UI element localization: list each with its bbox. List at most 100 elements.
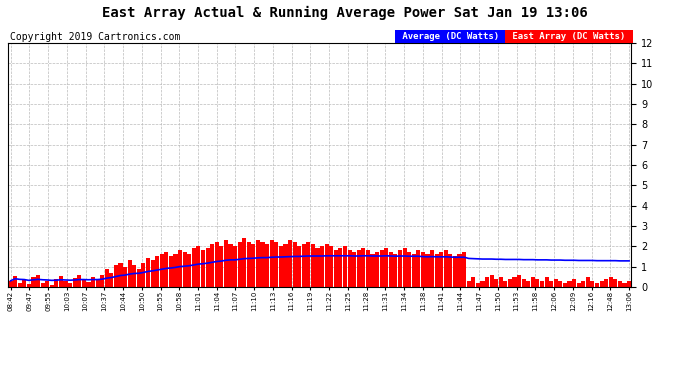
Bar [119,262,123,287]
Bar [476,283,480,287]
Bar [591,281,595,287]
Bar [187,254,191,287]
Bar [622,283,627,287]
Bar [242,238,246,287]
Bar [526,281,531,287]
Bar [490,274,493,287]
Bar [8,281,12,287]
Bar [444,251,448,287]
Bar [251,244,255,287]
Bar [407,252,411,287]
Bar [201,251,205,287]
Bar [288,240,292,287]
Bar [32,277,36,287]
Bar [448,254,453,287]
Bar [173,254,177,287]
Bar [329,246,333,287]
Bar [132,264,137,287]
Bar [567,281,571,287]
Bar [577,283,581,287]
Bar [63,281,68,287]
Bar [68,283,72,287]
Bar [293,242,297,287]
Bar [77,274,81,287]
Bar [324,244,328,287]
Bar [595,283,599,287]
Bar [604,279,608,287]
Bar [416,251,420,287]
Bar [297,246,302,287]
Bar [586,277,590,287]
Bar [430,251,434,287]
Bar [334,251,338,287]
Bar [178,251,182,287]
Bar [563,283,567,287]
Bar [146,258,150,287]
Bar [100,274,104,287]
Bar [150,261,155,287]
Bar [613,279,618,287]
Bar [499,277,503,287]
Bar [261,242,264,287]
Bar [233,246,237,287]
Bar [215,242,219,287]
Bar [618,281,622,287]
Text: East Array (DC Watts): East Array (DC Watts) [507,32,631,41]
Bar [485,277,489,287]
Bar [348,251,352,287]
Bar [572,279,576,287]
Bar [398,251,402,287]
Bar [237,242,242,287]
Bar [155,256,159,287]
Bar [609,277,613,287]
Bar [627,281,631,287]
Bar [164,252,168,287]
Bar [13,276,17,287]
Bar [192,248,196,287]
Bar [393,254,397,287]
Bar [384,248,388,287]
Bar [540,281,544,287]
Bar [371,254,375,287]
Bar [412,254,416,287]
Text: East Array Actual & Running Average Power Sat Jan 19 13:06: East Array Actual & Running Average Powe… [102,6,588,20]
Bar [284,244,288,287]
Bar [553,279,558,287]
Bar [59,276,63,287]
Bar [517,274,521,287]
Bar [508,279,512,287]
Bar [357,251,361,287]
Bar [141,262,146,287]
Bar [453,256,457,287]
Bar [247,242,251,287]
Bar [206,248,210,287]
Bar [362,248,366,287]
Bar [169,256,173,287]
Bar [95,279,99,287]
Bar [22,279,26,287]
Bar [380,251,384,287]
Bar [471,277,475,287]
Bar [18,283,22,287]
Bar [421,252,425,287]
Bar [535,279,540,287]
Bar [320,246,324,287]
Bar [45,281,49,287]
Bar [522,279,526,287]
Bar [128,261,132,287]
Bar [581,281,585,287]
Bar [210,244,214,287]
Bar [544,277,549,287]
Bar [265,244,269,287]
Bar [494,279,498,287]
Bar [302,244,306,287]
Bar [256,240,260,287]
Bar [197,246,201,287]
Bar [183,252,187,287]
Bar [503,281,507,287]
Bar [82,280,86,287]
Bar [72,278,77,287]
Bar [462,252,466,287]
Bar [270,240,274,287]
Bar [549,281,553,287]
